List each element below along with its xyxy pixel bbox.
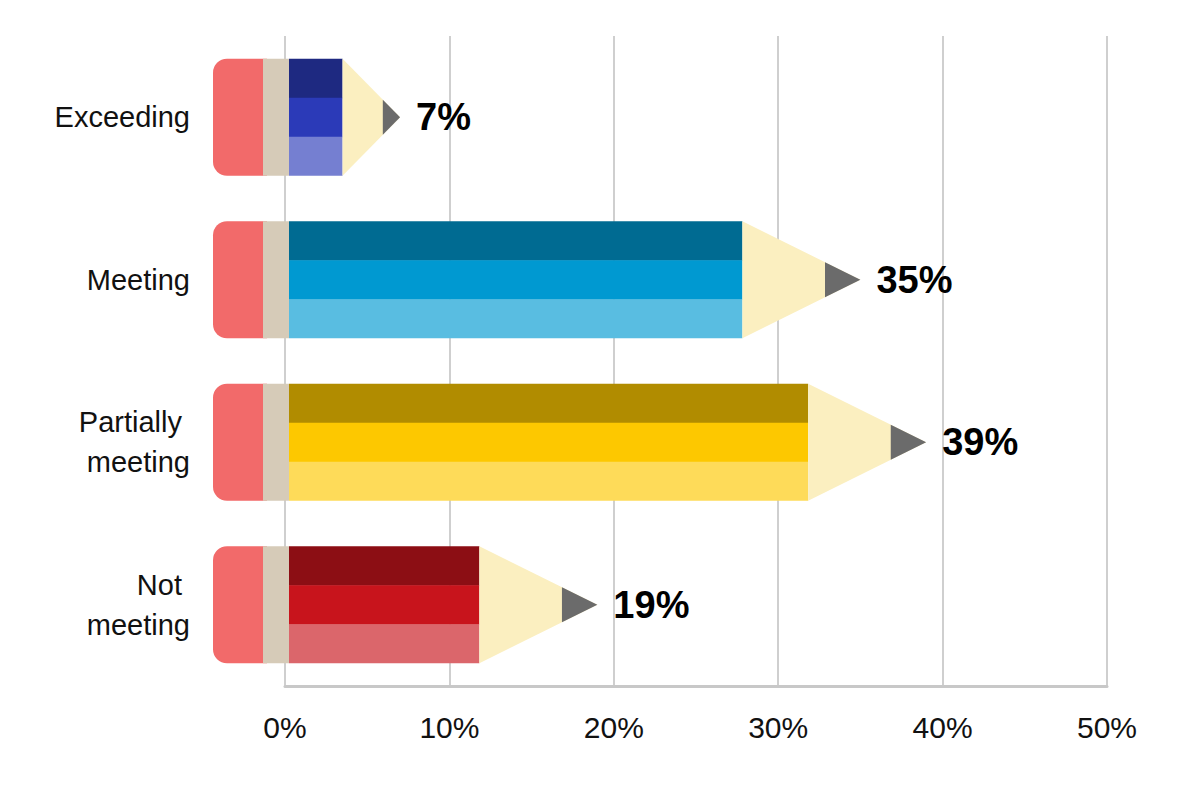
- svg-text:Not: Not: [137, 569, 190, 601]
- svg-text:20%: 20%: [584, 711, 644, 744]
- svg-text:Meeting: Meeting: [87, 264, 190, 296]
- svg-text:19%: 19%: [613, 584, 689, 626]
- svg-text:35%: 35%: [876, 259, 952, 301]
- svg-text:10%: 10%: [419, 711, 479, 744]
- svg-text:39%: 39%: [942, 421, 1018, 463]
- svg-text:meeting: meeting: [87, 446, 190, 478]
- svg-text:50%: 50%: [1077, 711, 1137, 744]
- svg-text:meeting: meeting: [87, 609, 190, 641]
- svg-text:40%: 40%: [913, 711, 973, 744]
- svg-text:7%: 7%: [416, 96, 471, 138]
- svg-text:Exceeding: Exceeding: [55, 101, 190, 133]
- svg-text:0%: 0%: [263, 711, 306, 744]
- svg-text:30%: 30%: [748, 711, 808, 744]
- svg-text:Partially: Partially: [79, 406, 190, 438]
